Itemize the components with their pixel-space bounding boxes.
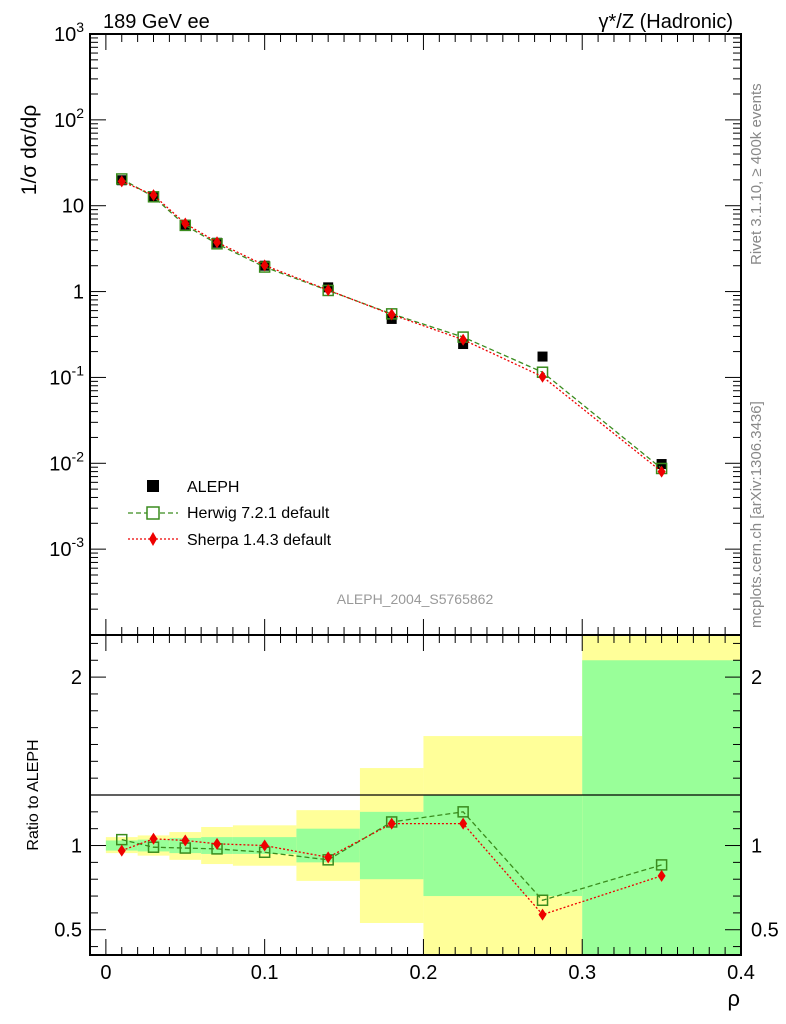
main-sherpa-point [213,236,222,249]
process-label: γ*/Z (Hadronic) [599,11,733,33]
x-axis-label: ρ [727,986,740,1011]
legend-aleph-label: ALEPH [187,479,239,496]
main-y-tick-label: 102 [54,105,84,132]
band-inner-8 [582,660,741,955]
ratio-y-tick-label-right: 0.5 [751,920,779,942]
legend: ALEPH Herwig 7.2.1 default Sherpa 1.4.3 … [128,479,332,549]
main-y-tick-label: 10-1 [49,362,84,389]
ratio-sherpa-point [657,869,666,882]
ratio-y-tick-label-right: 2 [751,667,762,689]
main-sherpa-point [324,284,333,297]
legend-sherpa-label: Sherpa 1.4.3 default [187,532,332,549]
ratio-sherpa-point [260,839,269,852]
x-tick-label: 0 [100,962,111,984]
mcplots-label: mcplots.cern.ch [arXiv:1306.3436] [748,401,765,628]
ratio-herwig-point [457,806,469,818]
ratio-y-tick-label: 1 [71,836,82,858]
ratio-series [116,806,668,921]
main-y-tick-label: 10 [62,196,84,218]
ratio-sherpa-point [117,844,126,857]
x-tick-label: 0.3 [568,962,596,984]
main-sherpa-point [459,333,468,346]
rivet-label: Rivet 3.1.10, ≥ 400k events [748,83,765,265]
x-tick-label: 0.2 [410,962,438,984]
ratio-y-axis-label: Ratio to ALEPH [25,739,42,850]
legend-aleph-marker [147,480,159,492]
main-sherpa-point [387,308,396,321]
ratio-sherpa-point [387,817,396,830]
ratio-sherpa-point [181,834,190,847]
ratio-herwig-line [121,811,662,902]
main-y-tick-label: 10-3 [49,534,84,561]
ratio-sherpa-point [213,837,222,850]
legend-herwig-label: Herwig 7.2.1 default [187,505,330,522]
ratio-sherpa-point [459,817,468,830]
ratio-y-tick-label-right: 1 [751,836,762,858]
main-sherpa-point [260,259,269,272]
main-herwig-line [121,178,663,469]
main-sherpa-point [538,370,547,383]
legend-sherpa-marker [149,532,157,546]
ratio-herwig-point [536,894,549,907]
main-y-tick-label: 10-2 [49,448,84,475]
main-sherpa-line [121,180,663,473]
ratio-sherpa-point [324,851,333,864]
x-tick-label: 0.1 [251,962,279,984]
x-axis: 0 0.1 0.2 0.3 0.4 [100,34,755,984]
band-inner-1 [137,839,170,852]
main-aleph-point [537,351,548,362]
main-sherpa-point [117,175,126,188]
energy-label: 189 GeV ee [103,11,210,33]
ratio-sherpa-point [538,908,547,921]
ratio-y-axis: 0.5 0.5 1 1 2 2 [54,642,779,948]
main-sherpa-point [181,217,190,230]
main-y-tick-label: 1 [73,282,84,304]
x-tick-label: 0.4 [727,962,755,984]
main-series [116,173,668,478]
band-inner-7 [423,795,583,897]
main-sherpa-point [657,465,666,478]
ratio-y-tick-label: 0.5 [54,920,82,942]
main-y-axis-label: 1/σ dσ/dρ [18,105,41,195]
legend-herwig-marker [146,506,160,520]
ratio-sherpa-point [149,832,158,845]
analysis-id-label: ALEPH_2004_S5765862 [337,591,494,607]
ratio-y-tick-label: 2 [71,667,82,689]
main-y-tick-label: 103 [54,19,84,46]
ratio-sherpa-line [121,822,662,916]
main-sherpa-point [149,189,158,202]
